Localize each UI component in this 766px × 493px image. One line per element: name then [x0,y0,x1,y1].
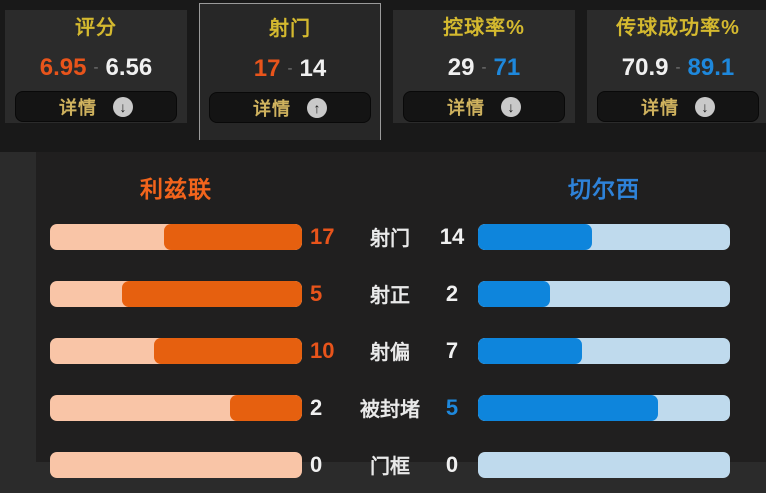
arrow-down-icon: ↓ [113,96,133,117]
stat-tab-title: 射门 [269,18,311,40]
detail-button-label: 详情 [253,98,291,119]
away-bar-fill [478,394,658,421]
home-value: 6.95 [39,53,87,81]
away-bar [478,451,730,478]
away-value: 6.56 [105,53,153,81]
stat-label: 射门 [370,228,410,250]
arrow-down-icon: ↓ [695,96,715,117]
away-stat-value: 7 [445,337,459,363]
away-stat-value: 14 [439,223,465,249]
away-bar [478,337,730,364]
away-stat-value: 2 [445,280,459,306]
home-value: 17 [253,54,281,82]
stat-tab-2[interactable]: 射门 17 - 14 详情 ↑ [199,3,381,140]
arrow-up-icon: ↑ [307,97,327,118]
stat-tab-1[interactable]: 评分 6.95 - 6.56 详情 ↓ [5,10,187,123]
away-team-header: 切尔西 [568,176,640,202]
home-bar [50,337,302,364]
away-bar [478,223,730,250]
detail-button[interactable]: 详情 ↓ [15,91,177,122]
detail-button[interactable]: 详情 ↓ [597,91,759,122]
stat-tab-values: 6.95 - 6.56 [39,53,153,81]
value-separator: - [675,59,681,76]
away-bar [478,280,730,307]
detail-button[interactable]: 详情 ↑ [209,92,371,123]
detail-button-label: 详情 [447,97,485,118]
stat-tab-3[interactable]: 控球率% 29 - 71 详情 ↓ [393,10,575,123]
home-bar-fill [230,394,302,421]
stat-label: 被封堵 [360,399,420,421]
stats-tabs-strip: 评分 6.95 - 6.56 详情 ↓ 射门 17 - 14 详情 ↑ 控球率%… [0,0,766,152]
stat-label: 射偏 [370,342,410,364]
value-separator: - [93,59,99,76]
stat-row: 2 被封堵 5 [36,379,766,436]
away-stat-value: 0 [445,451,459,477]
away-bar [478,394,730,421]
stat-tab-title: 控球率% [443,17,525,39]
home-bar-fill [153,337,302,364]
value-separator: - [287,60,293,77]
home-stat-value: 5 [310,280,323,306]
home-value: 29 [447,53,475,81]
away-value: 14 [299,54,327,82]
stat-tab-values: 70.9 - 89.1 [621,53,735,81]
away-value: 89.1 [687,53,735,81]
home-bar-fill [163,223,302,250]
away-bar-fill [478,337,582,364]
home-stat-value: 17 [310,223,335,249]
comparison-rows: 17 射门 14 5 射正 2 10 射偏 7 2 被封堵 5 [36,208,766,493]
home-value: 70.9 [621,53,669,81]
value-separator: - [481,59,487,76]
arrow-down-icon: ↓ [501,96,521,117]
home-stat-value: 2 [310,394,323,420]
stat-tab-values: 17 - 14 [253,54,327,82]
detail-button-label: 详情 [641,97,679,118]
home-bar [50,451,302,478]
detail-button[interactable]: 详情 ↓ [403,91,565,122]
detail-button-label: 详情 [59,97,97,118]
home-bar [50,223,302,250]
away-stat-value: 5 [445,394,459,420]
home-bar-fill [122,280,302,307]
stat-label: 射正 [370,285,410,307]
comparison-panel: 利兹联 切尔西 17 射门 14 5 射正 2 10 射偏 7 [36,152,766,478]
stat-tab-values: 29 - 71 [447,53,521,81]
stat-tab-title: 评分 [75,17,117,39]
stat-row: 0 门框 0 [36,436,766,493]
away-value: 71 [493,53,521,81]
stat-row: 17 射门 14 [36,208,766,265]
home-bar [50,280,302,307]
stat-tab-4[interactable]: 传球成功率% 70.9 - 89.1 详情 ↓ [587,10,766,123]
stat-label: 门框 [370,456,410,478]
away-bar-fill [478,223,592,250]
home-team-header: 利兹联 [140,176,212,202]
home-bar [50,394,302,421]
away-bar-fill [478,280,550,307]
stat-row: 10 射偏 7 [36,322,766,379]
home-stat-value: 0 [310,451,323,477]
stat-row: 5 射正 2 [36,265,766,322]
stat-tab-title: 传球成功率% [616,17,740,39]
home-stat-value: 10 [310,337,335,363]
